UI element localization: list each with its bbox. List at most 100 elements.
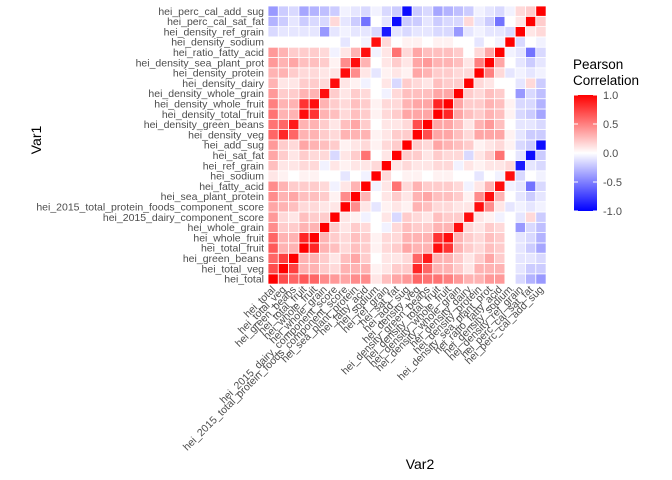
- heatmap-cell: [319, 170, 331, 182]
- heatmap-cell: [494, 180, 506, 192]
- heatmap-cell: [432, 36, 444, 48]
- heatmap-cell: [319, 139, 331, 151]
- heatmap-cell: [308, 139, 320, 151]
- heatmap-cell: [432, 221, 444, 234]
- y-tick-label: hei_whole_fruit: [193, 232, 264, 244]
- heatmap-cell: [411, 242, 423, 254]
- heatmap-cell: [319, 77, 331, 89]
- heatmap-cell: [298, 273, 310, 285]
- heatmap-cell: [452, 263, 465, 275]
- heatmap-cell: [463, 139, 475, 151]
- y-axis-ticks: hei_totalhei_total_veghei_green_beanshei…: [36, 6, 264, 286]
- heatmap-cell: [473, 98, 485, 110]
- heatmap-cell: [422, 15, 434, 27]
- y-tick-label: hei_ratio_fatty_acid: [173, 47, 264, 59]
- heatmap-cell: [401, 242, 413, 254]
- heatmap-cell: [442, 36, 454, 48]
- heatmap-cell: [463, 149, 475, 161]
- heatmap-cell: [277, 77, 289, 89]
- heatmap-cell: [463, 129, 475, 141]
- heatmap-cell: [329, 5, 341, 17]
- heatmap-cell: [267, 118, 279, 131]
- heatmap-cell: [525, 170, 537, 182]
- x-axis-title: Var2: [406, 456, 435, 472]
- heatmap-cell: [308, 232, 320, 244]
- heatmap-cell: [463, 77, 475, 89]
- heatmap-cell: [277, 15, 289, 27]
- heatmap-cell: [473, 190, 485, 203]
- heatmap-cell: [494, 88, 506, 100]
- heatmap-cell: [463, 232, 475, 244]
- heatmap-cell: [452, 5, 465, 17]
- heatmap-cell: [380, 5, 392, 17]
- heatmap-cell: [473, 180, 485, 192]
- heatmap-cell: [329, 46, 341, 58]
- heatmap-cell: [298, 118, 310, 131]
- heatmap-cell: [380, 149, 392, 161]
- heatmap-cell: [432, 242, 444, 254]
- heatmap-cell: [514, 108, 526, 120]
- heatmap-cell: [308, 201, 320, 213]
- heatmap-cell: [494, 211, 506, 223]
- heatmap-cell: [411, 26, 423, 38]
- heatmap-cell: [422, 180, 434, 192]
- heatmap-cell: [370, 201, 382, 213]
- heatmap-cell: [298, 252, 310, 264]
- heatmap-cell: [452, 15, 465, 27]
- heatmap-cell: [452, 170, 465, 182]
- heatmap-cell: [380, 263, 392, 275]
- heatmap-cell: [319, 221, 331, 234]
- heatmap-cell: [483, 118, 495, 131]
- heatmap-cell: [452, 201, 465, 213]
- heatmap-cell: [535, 221, 547, 234]
- heatmap-cell: [298, 170, 310, 182]
- heatmap-cell: [288, 77, 300, 89]
- legend-tick-label: 0.5: [603, 119, 618, 131]
- y-tick-label: hei_2015_dairy_component_score: [103, 212, 264, 224]
- heatmap-cell: [514, 36, 526, 48]
- heatmap-cell: [483, 263, 495, 275]
- heatmap-cell: [380, 232, 392, 244]
- heatmap-cell: [319, 211, 331, 223]
- heatmap-cell: [432, 149, 444, 161]
- legend-color-bar: [574, 95, 597, 211]
- heatmap-cell: [308, 57, 320, 69]
- heatmap-cell: [411, 108, 423, 120]
- heatmap-cell: [452, 129, 465, 141]
- heatmap-cell: [525, 57, 537, 69]
- y-tick-label: hei_sat_fat: [213, 150, 264, 162]
- heatmap-cell: [483, 5, 495, 17]
- heatmap-cell: [391, 180, 403, 192]
- heatmap-cell: [288, 15, 300, 27]
- color-legend: Pearson Correlation 1.0 0.5 0.0 -0.5 -1.0: [573, 57, 639, 218]
- heatmap-cell: [411, 5, 423, 17]
- heatmap-cell: [494, 263, 506, 275]
- heatmap-cell: [370, 36, 382, 48]
- heatmap-cell: [411, 67, 423, 79]
- heatmap-cell: [288, 46, 300, 58]
- heatmap-cell: [504, 139, 516, 151]
- heatmap-cell: [360, 211, 372, 223]
- y-tick-label: hei_density_ref_grain: [164, 26, 265, 38]
- heatmap-cell: [308, 67, 320, 79]
- heatmap-cell: [339, 26, 351, 38]
- heatmap-cell: [329, 57, 341, 69]
- heatmap-cell: [463, 190, 475, 203]
- heatmap-cell: [288, 170, 300, 182]
- heatmap-cell: [288, 232, 300, 244]
- heatmap-cell: [401, 26, 413, 38]
- heatmap-cell: [514, 67, 526, 79]
- heatmap-cell: [432, 15, 444, 27]
- heatmap-cell: [463, 263, 475, 275]
- heatmap-cell: [473, 5, 485, 17]
- heatmap-cell: [422, 5, 434, 17]
- heatmap-cell: [391, 170, 403, 182]
- heatmap-cell: [360, 170, 372, 182]
- heatmap-cell: [422, 118, 434, 131]
- heatmap-cell: [370, 108, 382, 120]
- heatmap-cell: [370, 15, 382, 27]
- heatmap-cell: [288, 26, 300, 38]
- heatmap-cell: [452, 180, 465, 192]
- heatmap-cell: [319, 108, 331, 120]
- heatmap-cell: [319, 46, 331, 58]
